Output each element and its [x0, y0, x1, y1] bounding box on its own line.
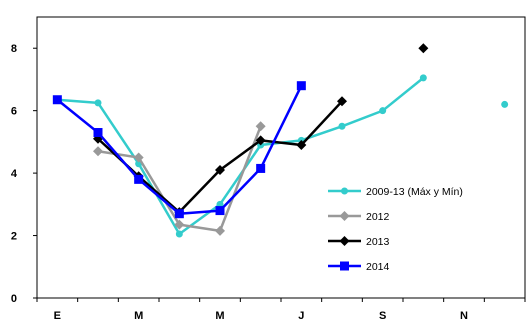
legend-item: 2013: [328, 236, 390, 248]
data-point: [418, 43, 429, 54]
x-tick-label: S: [379, 310, 386, 322]
series-2014: [52, 81, 306, 219]
y-tick-label: 8: [11, 43, 17, 55]
x-tick-label: N: [460, 310, 468, 322]
series-layer: [52, 43, 509, 238]
data-point: [174, 209, 184, 219]
y-axis: 0 2 4 6 8: [11, 43, 37, 305]
data-point: [133, 152, 144, 163]
x-tick-label: M: [215, 310, 224, 322]
data-point: [419, 74, 427, 82]
data-point: [215, 225, 225, 236]
data-point: [94, 99, 102, 107]
legend: 2009-13 (Máx y Mín) 2012 2013 2014: [328, 186, 463, 273]
series-extra: [501, 100, 509, 108]
series-2009-13-m-x-y-m-n: [53, 74, 427, 238]
legend-label: 2012: [366, 211, 390, 223]
data-point: [174, 219, 185, 230]
legend-item: 2014: [328, 261, 390, 273]
x-tick-label: M: [134, 310, 143, 322]
legend-marker: [339, 211, 350, 221]
legend-label: 2009-13 (Máx y Mín): [366, 186, 463, 198]
legend-label: 2013: [366, 236, 390, 248]
data-point: [255, 121, 266, 132]
x-tick-label: E: [54, 310, 61, 322]
data-point: [379, 107, 387, 115]
data-point: [93, 128, 103, 138]
data-point: [255, 135, 266, 146]
legend-item: 2009-13 (Máx y Mín): [328, 186, 463, 198]
series-extra: [418, 43, 429, 54]
legend-marker: [340, 261, 349, 271]
legend-item: 2012: [328, 211, 390, 223]
data-point: [338, 122, 346, 130]
data-point: [93, 146, 103, 157]
data-point: [134, 174, 144, 184]
legend-label: 2014: [366, 261, 390, 273]
x-tick-label: J: [298, 310, 304, 322]
data-point: [296, 81, 306, 91]
legend-marker: [339, 236, 350, 246]
y-tick-label: 6: [11, 106, 17, 118]
data-point: [296, 140, 307, 151]
y-tick-label: 4: [11, 168, 18, 180]
data-point: [337, 96, 347, 107]
data-point: [215, 164, 225, 175]
series-line: [57, 76, 425, 236]
legend-marker: [341, 187, 348, 195]
data-point: [215, 206, 225, 216]
y-tick-label: 0: [11, 293, 17, 305]
data-point: [175, 230, 183, 238]
data-point: [52, 95, 62, 105]
y-tick-label: 2: [11, 231, 17, 243]
data-point: [501, 100, 509, 108]
data-point: [256, 163, 266, 173]
